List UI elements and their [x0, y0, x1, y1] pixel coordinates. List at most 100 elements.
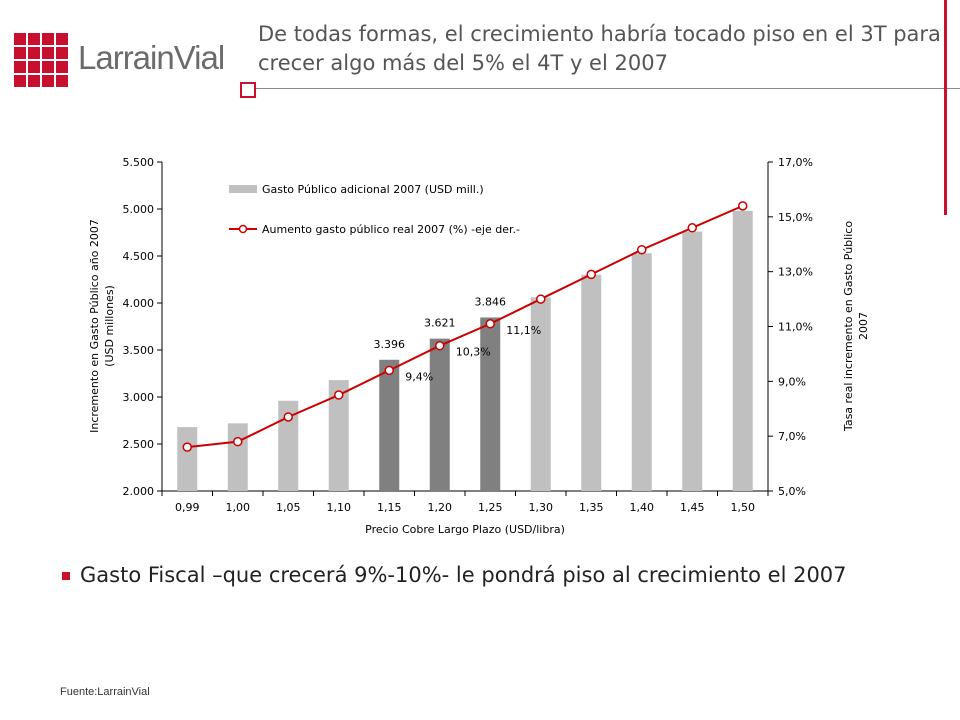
line-data-label: 10,3% [456, 346, 491, 359]
x-tick-label: 1,45 [680, 501, 705, 514]
y-tick-label: 4.000 [123, 297, 155, 310]
legend-bar-swatch [229, 185, 257, 193]
bar [581, 274, 602, 491]
logo-square [42, 47, 54, 59]
bar [379, 359, 400, 491]
logo-square [42, 75, 54, 87]
chart-data-labels: 3.396 9,4% 3.621 10,3% 3.846 11,1% [374, 295, 542, 383]
logo-square [28, 75, 40, 87]
legend-line-label: Aumento gasto público real 2007 (%) -eje… [262, 223, 520, 236]
y-tick-label: 4.500 [123, 250, 155, 263]
logo-grid-icon [14, 33, 68, 87]
right-accent-bar [944, 0, 947, 215]
bar-data-label: 3.621 [424, 317, 456, 330]
accent-square-icon [240, 82, 256, 98]
line-point [687, 223, 697, 233]
logo-square [56, 47, 68, 59]
bar-data-label: 3.846 [475, 295, 507, 308]
chart-bars [177, 210, 753, 491]
y2-axis-label: Tasa real incremento en Gasto Público 200… [842, 221, 870, 432]
line-series-path [187, 204, 744, 449]
logo-square [42, 61, 54, 73]
line-point [738, 201, 748, 211]
logo-square [28, 47, 40, 59]
logo-square [14, 75, 26, 87]
x-tick-label: 1,40 [630, 501, 655, 514]
bullet-text: Gasto Fiscal –que crecerá 9%-10%- le pon… [80, 563, 847, 587]
y-tick-label: 2.000 [123, 485, 155, 498]
header-divider [240, 88, 960, 89]
bar [732, 210, 753, 491]
y2-tick-label: 7,0% [778, 430, 806, 443]
y2-axis-label-line: 2007 [857, 312, 870, 340]
x-tick-label: 1,20 [428, 501, 453, 514]
bar [631, 253, 652, 491]
y2-tick-label: 5,0% [778, 485, 806, 498]
line-point [586, 269, 596, 280]
bar-data-label: 3.396 [374, 338, 406, 351]
x-tick-label: 0,99 [175, 501, 200, 514]
y2-tick-label: 13,0% [778, 266, 813, 279]
x-tick-label: 1,25 [478, 501, 503, 514]
line-point [182, 442, 192, 452]
line-point [485, 319, 495, 329]
logo-square [14, 33, 26, 45]
bar [480, 317, 501, 491]
logo-square [56, 61, 68, 73]
line-point [637, 244, 647, 255]
line-point [435, 340, 445, 351]
y2-tick-label: 9,0% [778, 375, 806, 388]
logo-square [42, 33, 54, 45]
y2-axis-label-line: Tasa real incremento en Gasto Público [842, 221, 855, 432]
x-tick-label: 1,05 [276, 501, 301, 514]
line-point [384, 365, 394, 376]
line-data-label: 9,4% [405, 370, 433, 383]
chart-axes: 2.000 2.500 3.000 3.500 4.000 4.500 5.000 5.500… [88, 156, 870, 536]
source-note: Fuente:LarrainVial [60, 686, 150, 698]
x-tick-label: 1,50 [731, 501, 756, 514]
logo-square [14, 61, 26, 73]
y2-tick-label: 17,0% [778, 156, 813, 169]
y-tick-label: 2.500 [123, 438, 155, 451]
line-point [536, 294, 546, 304]
line-point [283, 412, 293, 422]
y2-tick-label: 15,0% [778, 211, 813, 224]
line-point [233, 436, 243, 447]
legend-bar-label: Gasto Público adicional 2007 (USD mill.) [262, 183, 484, 196]
bar [682, 231, 703, 491]
y-tick-label: 3.500 [123, 344, 155, 357]
logo-square [28, 61, 40, 73]
y-tick-label: 5.000 [123, 203, 155, 216]
bar [227, 423, 248, 491]
x-tick-label: 1,10 [327, 501, 352, 514]
bar [177, 427, 198, 491]
logo-square [56, 33, 68, 45]
y-axis-label-line: (USD millones) [103, 285, 116, 367]
bar [278, 400, 299, 491]
y-tick-label: 3.000 [123, 391, 155, 404]
bar [530, 297, 551, 491]
x-tick-label: 1,15 [377, 501, 402, 514]
legend-line-marker [238, 224, 248, 234]
logo-square [56, 75, 68, 87]
line-data-label: 11,1% [506, 324, 541, 337]
chart-line-series [182, 201, 748, 452]
bar [328, 380, 349, 491]
logo-text: LarrainVial [78, 39, 225, 76]
y2-tick-label: 11,0% [778, 321, 813, 334]
bullet-square-icon [62, 572, 70, 580]
y-axis-label: Incremento en Gasto Público año 2007 (USD… [88, 219, 116, 433]
chart-legend: Gasto Público adicional 2007 (USD mill.)… [229, 183, 520, 236]
y-tick-label: 5.500 [123, 156, 155, 169]
x-tick-label: 1,00 [226, 501, 251, 514]
x-axis-label: Precio Cobre Largo Plazo (USD/libra) [365, 523, 565, 536]
bar [429, 338, 450, 491]
x-tick-label: 1,35 [579, 501, 604, 514]
x-tick-label: 1,30 [529, 501, 554, 514]
y-axis-label-line: Incremento en Gasto Público año 2007 [88, 219, 101, 433]
line-point [334, 390, 344, 400]
logo-square [14, 47, 26, 59]
logo-square [28, 33, 40, 45]
page-title: De todas formas, el crecimiento habría t… [258, 22, 941, 75]
